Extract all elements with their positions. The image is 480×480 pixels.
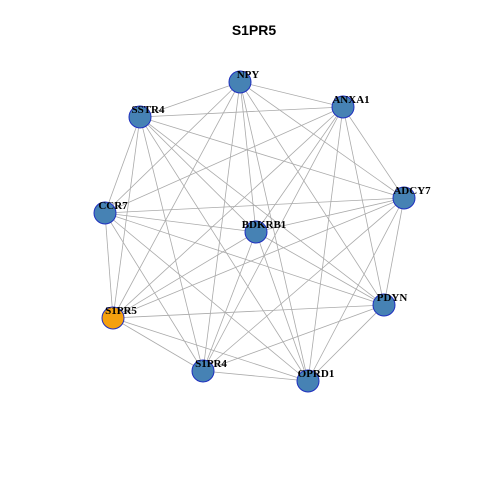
edge bbox=[139, 81, 241, 118]
edge bbox=[255, 106, 344, 233]
edge bbox=[104, 116, 141, 214]
node-label: S1PR5 bbox=[105, 305, 137, 317]
nodes: NPY ANXA1 SSTR4 ADCY7 CCR7 BDKRB1 PDYN S1PR5 S1P… bbox=[93, 69, 431, 393]
node bbox=[296, 369, 320, 393]
edge bbox=[139, 116, 385, 306]
edge bbox=[139, 116, 405, 199]
edge bbox=[239, 81, 344, 108]
node bbox=[128, 105, 152, 129]
edges bbox=[104, 81, 405, 382]
edge bbox=[239, 81, 257, 233]
edge bbox=[139, 116, 204, 372]
node-label: PDYN bbox=[377, 292, 408, 304]
node-label: ADCY7 bbox=[393, 185, 431, 197]
node-label: ANXA1 bbox=[332, 94, 369, 106]
edge bbox=[112, 317, 204, 372]
node bbox=[101, 306, 125, 330]
node bbox=[93, 201, 117, 225]
edge bbox=[112, 116, 141, 319]
node bbox=[228, 70, 252, 94]
edge bbox=[112, 197, 405, 319]
edge bbox=[202, 231, 257, 372]
edge bbox=[342, 106, 405, 199]
edge bbox=[104, 212, 257, 233]
edge bbox=[239, 81, 385, 306]
edge bbox=[202, 81, 241, 372]
edge bbox=[202, 304, 385, 372]
edge bbox=[104, 106, 344, 214]
title: S1PR5 bbox=[232, 22, 277, 38]
node bbox=[372, 293, 396, 317]
node-label: SSTR4 bbox=[131, 104, 165, 116]
edge bbox=[104, 212, 309, 382]
node bbox=[244, 220, 268, 244]
edge bbox=[139, 116, 309, 382]
node-label: BDKRB1 bbox=[242, 219, 287, 231]
node bbox=[331, 95, 355, 119]
edge bbox=[239, 81, 405, 199]
edge bbox=[307, 304, 385, 382]
edge bbox=[104, 212, 114, 319]
edge bbox=[112, 304, 385, 319]
node bbox=[191, 359, 215, 383]
edge bbox=[202, 370, 309, 382]
edge bbox=[112, 106, 344, 319]
edge bbox=[139, 116, 257, 233]
node-label: NPY bbox=[237, 69, 260, 81]
edge bbox=[307, 197, 405, 382]
edge bbox=[307, 106, 344, 382]
edge bbox=[104, 197, 405, 214]
edge bbox=[112, 81, 241, 319]
edge bbox=[255, 231, 309, 382]
edge bbox=[112, 317, 309, 382]
node-label: OPRD1 bbox=[298, 368, 335, 380]
edge bbox=[255, 197, 405, 233]
edge bbox=[104, 212, 385, 306]
edge bbox=[104, 81, 241, 214]
edge bbox=[104, 212, 204, 372]
edge bbox=[139, 106, 344, 118]
node-label: CCR7 bbox=[98, 200, 128, 212]
edge bbox=[239, 81, 309, 382]
node-label: S1PR4 bbox=[195, 358, 227, 370]
edge bbox=[383, 197, 405, 306]
edge bbox=[202, 106, 344, 372]
edge bbox=[202, 197, 405, 372]
edge bbox=[342, 106, 385, 306]
node bbox=[392, 186, 416, 210]
edge bbox=[112, 231, 257, 319]
edge bbox=[255, 231, 385, 306]
